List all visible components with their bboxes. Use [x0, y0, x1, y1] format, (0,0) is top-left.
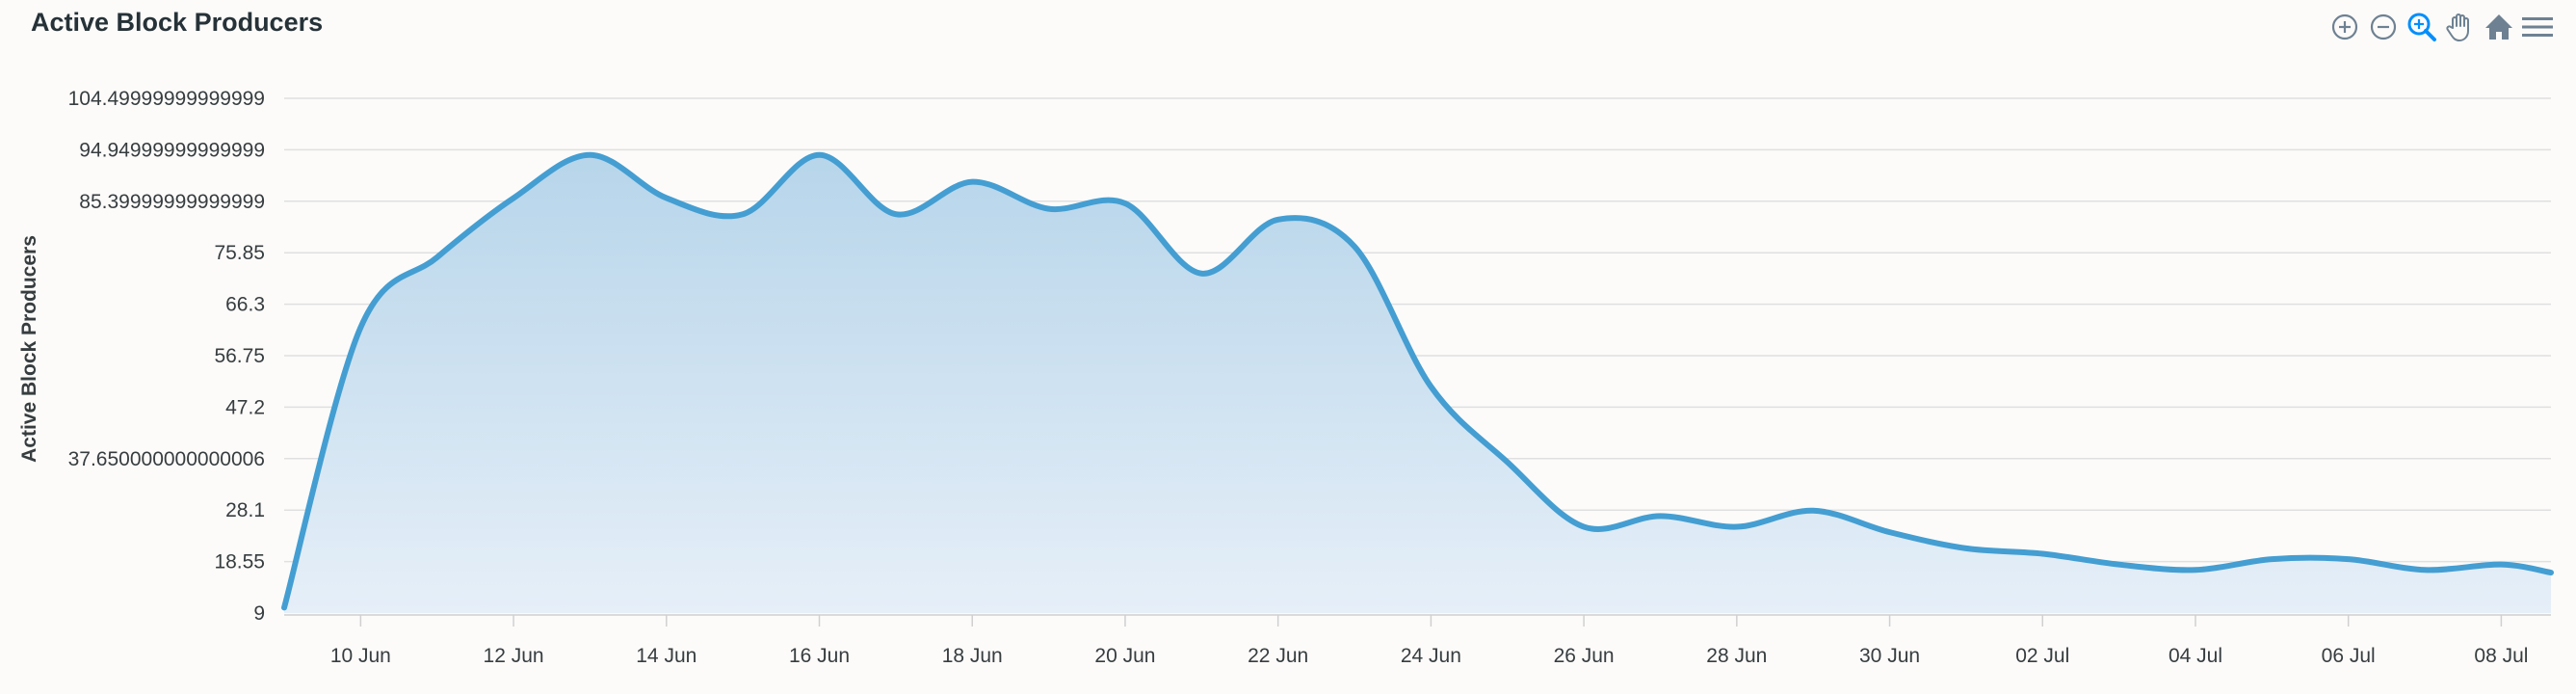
- series-area-fill: [284, 154, 2551, 613]
- x-tick-label: 30 Jun: [1859, 645, 1920, 667]
- y-tick-label: 85.39999999999999: [79, 191, 265, 213]
- x-tick-label: 06 Jul: [2322, 645, 2376, 667]
- pan-button[interactable]: [2441, 10, 2480, 44]
- reset-zoom-button[interactable]: [2480, 10, 2518, 44]
- x-tick-label: 24 Jun: [1401, 645, 1461, 667]
- zoom-out-button[interactable]: [2364, 10, 2403, 44]
- y-tick-label: 47.2: [225, 396, 265, 418]
- x-tick-label: 08 Jul: [2474, 645, 2528, 667]
- selection-zoom-icon: [2407, 13, 2436, 41]
- x-tick-label: 18 Jun: [942, 645, 1003, 667]
- axes: [284, 614, 2551, 627]
- y-tick-label: 104.49999999999999: [68, 88, 265, 110]
- zoom-in-icon: [2331, 13, 2358, 40]
- y-axis-title: Active Block Producers: [18, 235, 40, 463]
- series-line: [281, 151, 2554, 611]
- chart-title: Active Block Producers: [31, 8, 324, 37]
- y-tick-label: 28.1: [225, 499, 265, 521]
- zoom-out-icon: [2370, 13, 2397, 40]
- y-tick-label: 18.55: [214, 551, 265, 574]
- reset-home-icon: [2485, 14, 2512, 40]
- x-tick-label: 14 Jun: [636, 645, 697, 667]
- chart-toolbar: [2326, 10, 2557, 44]
- x-tick-label: 26 Jun: [1554, 645, 1615, 667]
- y-tick-label: 9: [253, 602, 265, 625]
- tick-labels: 9 18.55 28.1 37.650000000000006 47.2 56.75 66.…: [68, 88, 2529, 667]
- menu-icon: [2522, 17, 2553, 37]
- x-tick-label: 10 Jun: [330, 645, 391, 667]
- zoom-in-button[interactable]: [2326, 10, 2364, 44]
- y-tick-label: 37.650000000000006: [68, 448, 265, 470]
- y-tick-label: 75.85: [214, 242, 265, 264]
- area-layer: [281, 151, 2554, 613]
- y-tick-label: 94.94999999999999: [79, 139, 265, 161]
- x-tick-label: 28 Jun: [1706, 645, 1767, 667]
- pan-hand-icon: [2446, 13, 2469, 41]
- x-tick-label: 02 Jul: [2015, 645, 2069, 667]
- x-tick-label: 04 Jul: [2169, 645, 2222, 667]
- x-tick-label: 16 Jun: [789, 645, 850, 667]
- y-tick-label: 66.3: [225, 294, 265, 316]
- selection-zoom-button[interactable]: [2403, 10, 2441, 44]
- menu-button[interactable]: [2518, 10, 2557, 44]
- x-tick-label: 22 Jun: [1248, 645, 1308, 667]
- x-tick-label: 12 Jun: [484, 645, 544, 667]
- y-tick-label: 56.75: [214, 345, 265, 367]
- x-tick-label: 20 Jun: [1094, 645, 1155, 667]
